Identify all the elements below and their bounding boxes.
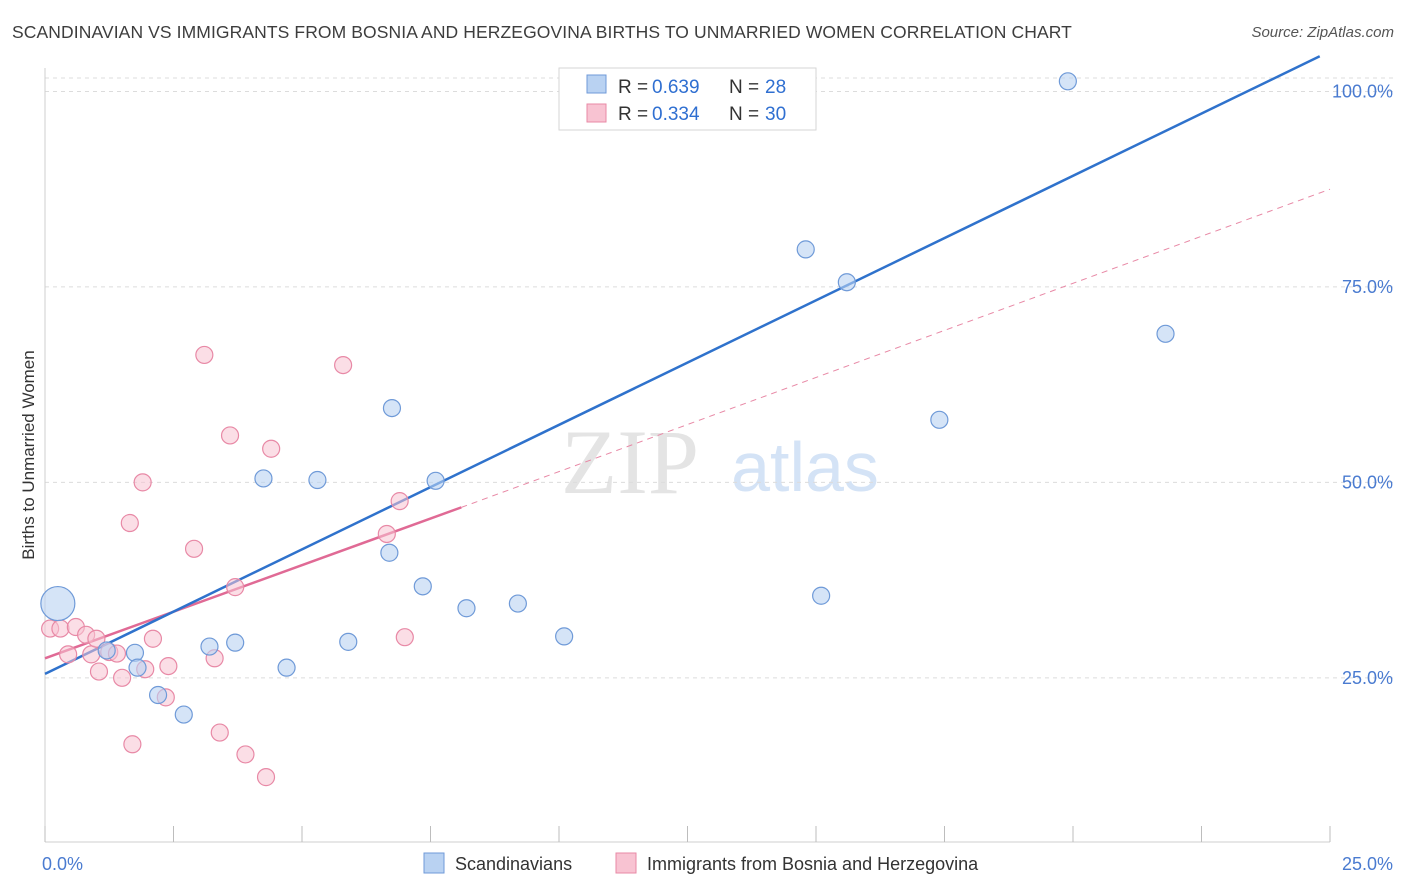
point-bosnia bbox=[256, 768, 276, 787]
series-legend: Scandinavians Immigrants from Bosnia and… bbox=[423, 852, 979, 874]
point-scandinavians bbox=[837, 273, 856, 292]
point-scandinavians bbox=[128, 658, 147, 677]
point-scandinavians bbox=[930, 410, 949, 429]
point-scandinavians bbox=[413, 577, 432, 596]
point-scandinavians bbox=[40, 585, 76, 622]
series-legend-swatch-bosnia bbox=[615, 852, 637, 874]
point-bosnia bbox=[226, 578, 245, 597]
point-bosnia bbox=[89, 662, 109, 681]
series-bosnia-points bbox=[41, 345, 414, 787]
point-bosnia bbox=[123, 735, 142, 754]
point-bosnia bbox=[143, 629, 163, 648]
point-scandinavians bbox=[148, 685, 168, 705]
point-bosnia bbox=[210, 723, 229, 742]
legend-n-value-pink: 30 bbox=[765, 104, 786, 125]
y-tick-labels: 25.0% 50.0% 75.0% 100.0% bbox=[1332, 81, 1393, 687]
point-scandinavians bbox=[380, 543, 399, 562]
point-bosnia bbox=[220, 426, 240, 445]
point-scandinavians bbox=[200, 637, 219, 656]
point-scandinavians bbox=[1058, 72, 1077, 91]
source-label: Source: ZipAtlas.com bbox=[1251, 24, 1394, 41]
point-scandinavians bbox=[426, 471, 445, 490]
point-bosnia bbox=[59, 645, 78, 664]
point-scandinavians bbox=[277, 658, 296, 677]
point-bosnia bbox=[390, 492, 409, 511]
x-tick-label: 25.0% bbox=[1342, 854, 1393, 874]
legend-n-value-blue: 28 bbox=[765, 77, 786, 98]
y-tick-label: 50.0% bbox=[1342, 472, 1393, 492]
point-bosnia bbox=[51, 619, 70, 638]
point-scandinavians bbox=[226, 633, 245, 652]
point-scandinavians bbox=[308, 470, 327, 490]
legend-swatch-blue bbox=[586, 74, 607, 94]
point-bosnia bbox=[395, 628, 414, 647]
point-bosnia bbox=[133, 473, 152, 492]
axes bbox=[44, 68, 1331, 843]
point-bosnia bbox=[334, 355, 353, 375]
legend-r-value-blue: 0.639 bbox=[652, 77, 700, 98]
point-bosnia bbox=[112, 668, 132, 687]
point-scandinavians bbox=[796, 240, 815, 259]
legend-r-value-pink: 0.334 bbox=[652, 104, 700, 125]
y-tick-label: 100.0% bbox=[1332, 81, 1393, 101]
series-legend-swatch-scandinavians bbox=[423, 852, 445, 874]
point-bosnia bbox=[82, 645, 101, 664]
point-scandinavians bbox=[382, 398, 402, 418]
y-axis-label: Births to Unmarried Women bbox=[19, 350, 38, 559]
series-legend-label-scandinavians: Scandinavians bbox=[455, 854, 572, 874]
y-tick-label: 75.0% bbox=[1342, 277, 1393, 297]
chart-title: SCANDINAVIAN VS IMMIGRANTS FROM BOSNIA A… bbox=[12, 22, 1072, 42]
legend-r-label-blue: R = bbox=[618, 77, 648, 98]
series-scandinavians-points bbox=[40, 72, 1175, 724]
point-bosnia bbox=[184, 539, 204, 558]
watermark: ZIP atlas bbox=[561, 411, 879, 513]
series-legend-label-bosnia: Immigrants from Bosnia and Herzegovina bbox=[647, 854, 979, 874]
watermark-zip: ZIP bbox=[561, 411, 699, 513]
point-scandinavians bbox=[97, 641, 116, 660]
stats-legend: R = 0.639 N = 28 R = 0.334 N = 30 bbox=[558, 67, 817, 131]
point-scandinavians bbox=[254, 469, 273, 488]
point-bosnia bbox=[236, 745, 255, 764]
x-tick-labels: 0.0% 25.0% bbox=[42, 854, 1393, 874]
point-bosnia bbox=[195, 345, 214, 365]
point-scandinavians bbox=[812, 586, 831, 605]
point-scandinavians bbox=[1156, 324, 1175, 343]
legend-swatch-pink bbox=[586, 103, 607, 123]
point-scandinavians bbox=[508, 594, 527, 613]
point-bosnia bbox=[87, 629, 106, 648]
grid-lines bbox=[45, 77, 1393, 679]
point-scandinavians bbox=[457, 599, 476, 618]
point-scandinavians bbox=[174, 705, 193, 724]
point-bosnia bbox=[377, 524, 396, 544]
legend-n-label-blue: N = bbox=[729, 77, 759, 98]
trend-line-scandinavians bbox=[44, 55, 1321, 676]
x-tick-label: 0.0% bbox=[42, 854, 83, 874]
point-scandinavians bbox=[339, 632, 358, 651]
y-tick-label: 25.0% bbox=[1342, 668, 1393, 688]
point-scandinavians bbox=[555, 627, 574, 646]
point-bosnia bbox=[262, 439, 281, 458]
legend-n-label-pink: N = bbox=[729, 104, 759, 125]
point-scandinavians bbox=[125, 643, 145, 662]
point-bosnia bbox=[159, 656, 178, 676]
legend-r-label-pink: R = bbox=[618, 104, 648, 125]
watermark-atlas: atlas bbox=[731, 428, 879, 506]
point-bosnia bbox=[120, 513, 139, 533]
trend-line-bosnia-extension bbox=[461, 188, 1331, 508]
